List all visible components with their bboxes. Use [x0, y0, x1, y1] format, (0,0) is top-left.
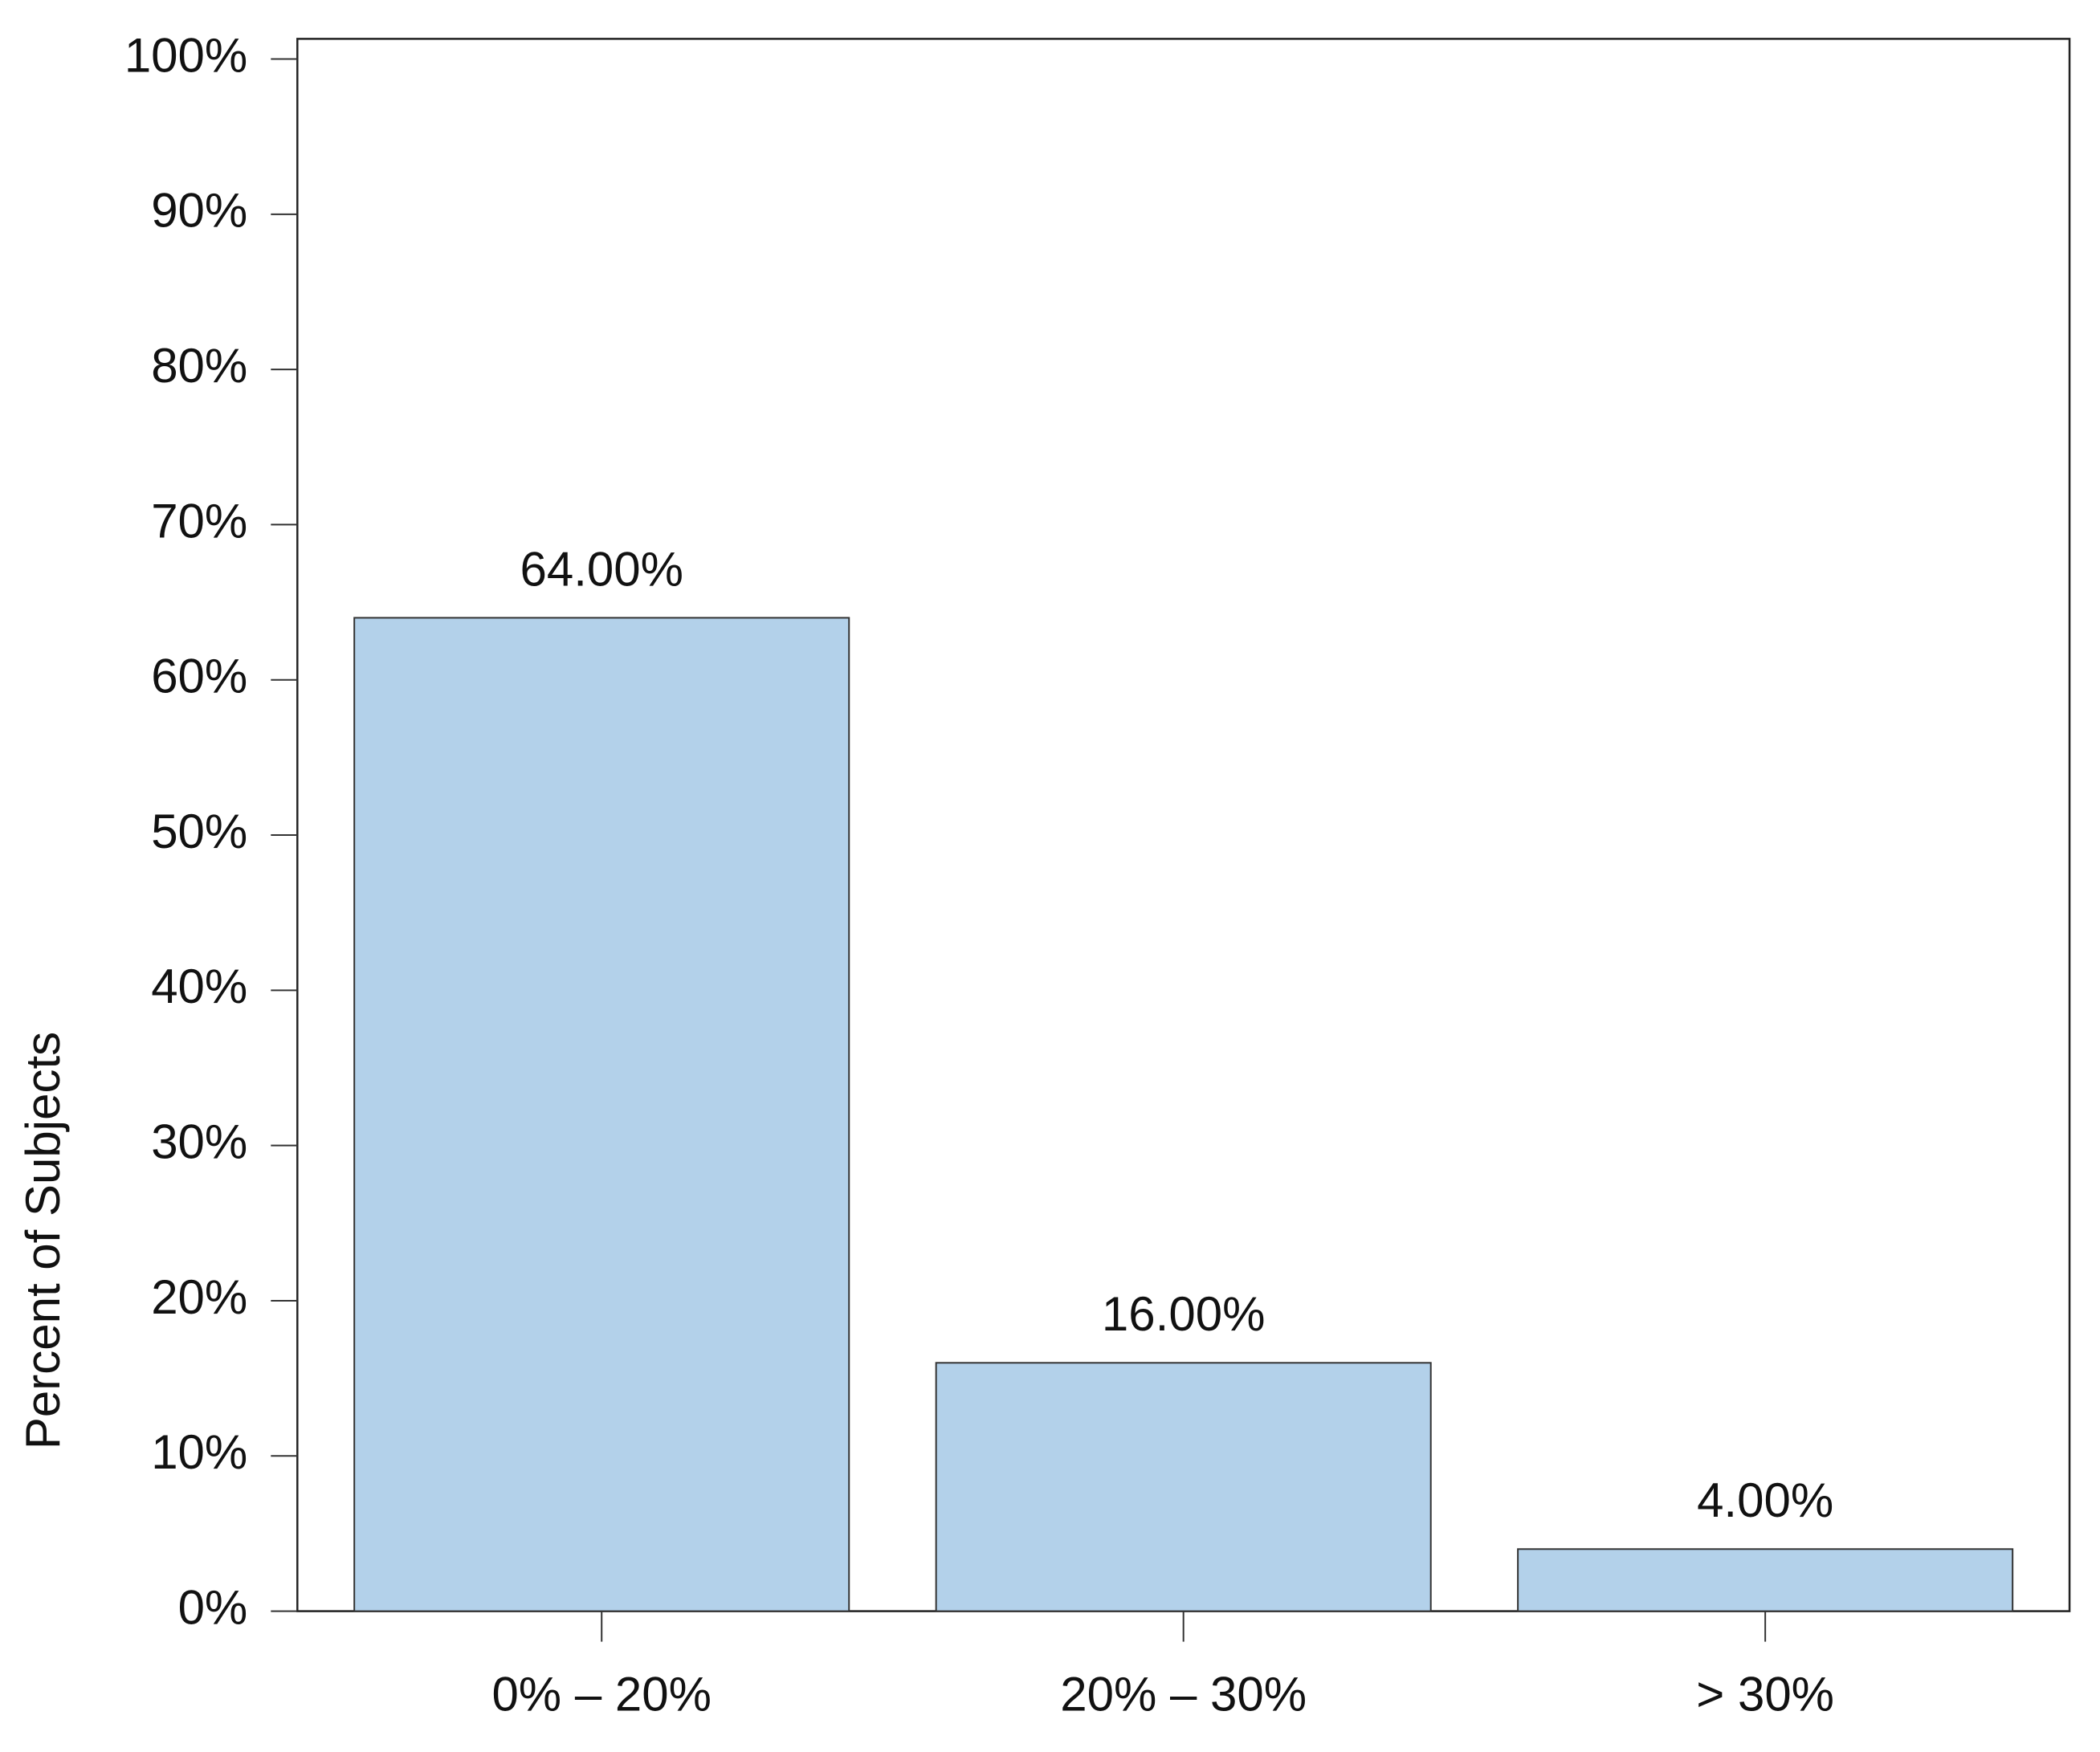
y-tick-label: 0% — [178, 1580, 248, 1634]
y-tick-label: 20% — [151, 1270, 247, 1324]
y-tick-label: 100% — [124, 28, 247, 82]
y-tick-label: 50% — [151, 805, 247, 858]
y-tick-label: 10% — [151, 1425, 247, 1479]
y-axis-title: Percent of Subjects — [16, 1032, 70, 1449]
y-tick-label: 70% — [151, 494, 247, 548]
y-tick-label: 40% — [151, 960, 247, 1013]
y-tick-label: 90% — [151, 184, 247, 238]
y-tick-label: 30% — [151, 1115, 247, 1169]
x-tick-label: 0% – 20% — [491, 1667, 712, 1721]
value-label: 64.00% — [520, 542, 683, 596]
value-label: 16.00% — [1102, 1287, 1266, 1341]
bar — [935, 1362, 1432, 1612]
x-tick-label: > 30% — [1696, 1667, 1834, 1721]
value-label: 4.00% — [1697, 1473, 1833, 1527]
y-tick-label: 60% — [151, 650, 247, 703]
x-tick-label: 20% – 30% — [1060, 1667, 1307, 1721]
bar — [1517, 1548, 2014, 1612]
bar — [353, 617, 850, 1612]
y-tick-label: 80% — [151, 339, 247, 393]
